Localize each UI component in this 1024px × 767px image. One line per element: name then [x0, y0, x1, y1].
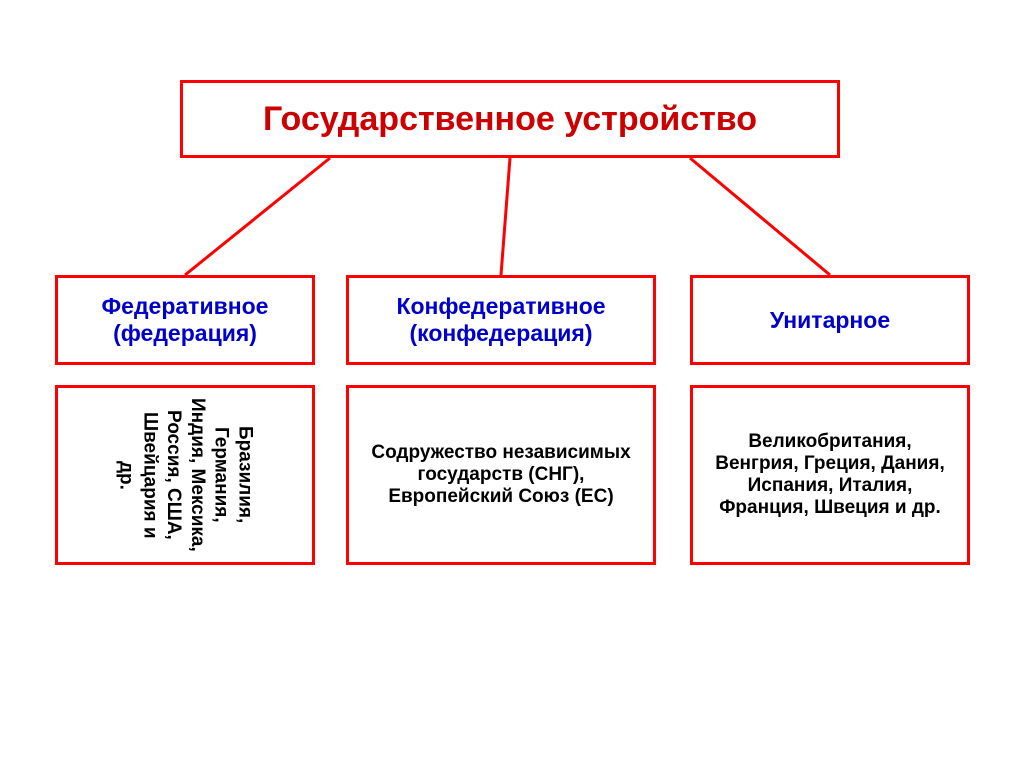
example-node-confederal: Содружество независимых государств (СНГ)… — [346, 385, 656, 565]
type-label-line1: Федеративное — [102, 293, 269, 320]
root-node: Государственное устройство — [180, 80, 840, 158]
root-label: Государственное устройство — [263, 100, 757, 139]
example-text: Великобритания, Венгрия, Греция, Дания, … — [707, 431, 953, 519]
type-label-line1: Унитарное — [770, 307, 890, 334]
type-label-line2: (федерация) — [102, 320, 269, 347]
example-text: Содружество независимых государств (СНГ)… — [363, 442, 639, 508]
type-label-line1: Конфедеративное — [396, 293, 605, 320]
type-node-unitary: Унитарное — [690, 275, 970, 365]
type-node-federal: Федеративное (федерация) — [55, 275, 315, 365]
example-node-federal: Бразилия, Германия, Индия, Мексика, Росс… — [55, 385, 315, 565]
type-node-confederal: Конфедеративное (конфедерация) — [346, 275, 656, 365]
edge-root-type1 — [185, 158, 330, 275]
example-text: Бразилия, Германия, Индия, Мексика, Росс… — [114, 398, 257, 552]
edge-root-type3 — [690, 158, 830, 275]
example-node-unitary: Великобритания, Венгрия, Греция, Дания, … — [690, 385, 970, 565]
edge-root-type2 — [501, 158, 510, 275]
type-label-line2: (конфедерация) — [396, 320, 605, 347]
